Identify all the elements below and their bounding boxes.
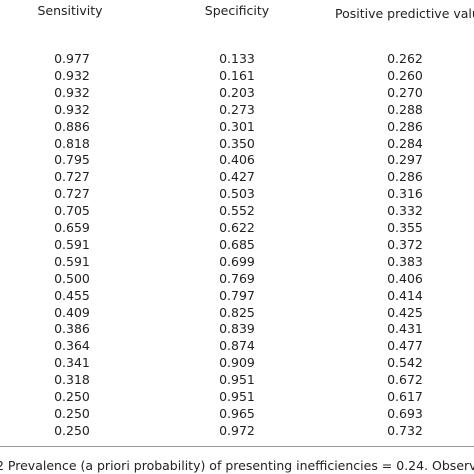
table-cell: 0.406 [387,270,423,286]
table-cell: 0.552 [219,203,255,219]
column-header-text: Positive predictive value [335,6,474,22]
table-cell: 0.685 [219,236,255,252]
table-cell: 0.273 [219,101,255,117]
table-cell: 0.203 [219,84,255,100]
table-cell: 0.542 [387,355,423,371]
table-cell: 0.431 [387,321,423,337]
table-cell: 0.965 [219,405,255,421]
table-cell: 0.318 [54,372,90,388]
table-cell: 0.250 [54,405,90,421]
table-cell: 0.133 [219,51,255,66]
table-cell: 0.386 [54,321,90,337]
table-cell: 0.818 [54,135,90,151]
table-cell: 0.874 [219,338,255,354]
table-cell: 0.332 [387,203,423,219]
table-cell: 0.951 [219,389,255,404]
table-cell: 0.350 [219,135,255,151]
table-cell: 0.286 [387,169,423,185]
table-cell: 0.455 [54,287,90,303]
table-cell: 0.769 [219,270,255,286]
table-rule [0,446,474,447]
column-header: Sensitivity [37,3,103,18]
table-cell: 0.503 [219,186,255,202]
table-cell: 0.591 [54,236,90,252]
table-cell: 0.699 [219,253,255,269]
table-cell: 0.297 [387,152,423,168]
table-cell: 0.301 [219,118,255,134]
table-cell: 0.355 [387,220,423,235]
table-cell: 0.839 [219,321,255,337]
table-cell: 0.372 [387,236,423,252]
table-cell: 0.414 [387,287,423,303]
footnote: 2 Prevalence (a priori probability) of p… [0,458,474,473]
table-cell: 0.659 [54,220,90,235]
table-cell: 0.425 [387,304,423,320]
table-cell: 0.260 [387,67,423,83]
table-cell: 0.500 [54,270,90,286]
table-cell: 0.932 [54,67,90,83]
table-cell: 0.250 [54,389,90,404]
table-cell: 0.286 [387,118,423,134]
table-cell: 0.727 [54,169,90,185]
table-cell: 0.977 [54,51,90,66]
table-cell: 0.909 [219,355,255,371]
table-cell: 0.932 [54,101,90,117]
table-cell: 0.284 [387,135,423,151]
table-cell: 0.705 [54,203,90,219]
table-cell: 0.409 [54,304,90,320]
table-cell: 0.732 [387,422,423,438]
column-header: Specificity [204,3,270,18]
table-cell: 0.622 [219,220,255,235]
table-cell: 0.972 [219,422,255,438]
table-cell: 0.693 [387,405,423,421]
table-cell: 0.886 [54,118,90,134]
table-cell: 0.951 [219,372,255,388]
table-cell: 0.477 [387,338,423,354]
table-cell: 0.727 [54,186,90,202]
table-cell: 0.341 [54,355,90,371]
table-cell: 0.288 [387,101,423,117]
table-cell: 0.825 [219,304,255,320]
table-cell: 0.262 [387,51,423,66]
table-cell: 0.161 [219,67,255,83]
table-cell: 0.591 [54,253,90,269]
table-cell: 0.316 [387,186,423,202]
table-cell: 0.797 [219,287,255,303]
table-cell: 0.617 [387,389,423,404]
table-cell: 0.270 [387,84,423,100]
table-cell: 0.932 [54,84,90,100]
column-header: Positive predictive value2 [335,3,474,22]
table-cell: 0.406 [219,152,255,168]
table-cell: 0.427 [219,169,255,185]
table-cell: 0.364 [54,338,90,354]
table-cell: 0.672 [387,372,423,388]
table-cell: 0.383 [387,253,423,269]
table-cell: 0.250 [54,422,90,438]
table-cell: 0.795 [54,152,90,168]
